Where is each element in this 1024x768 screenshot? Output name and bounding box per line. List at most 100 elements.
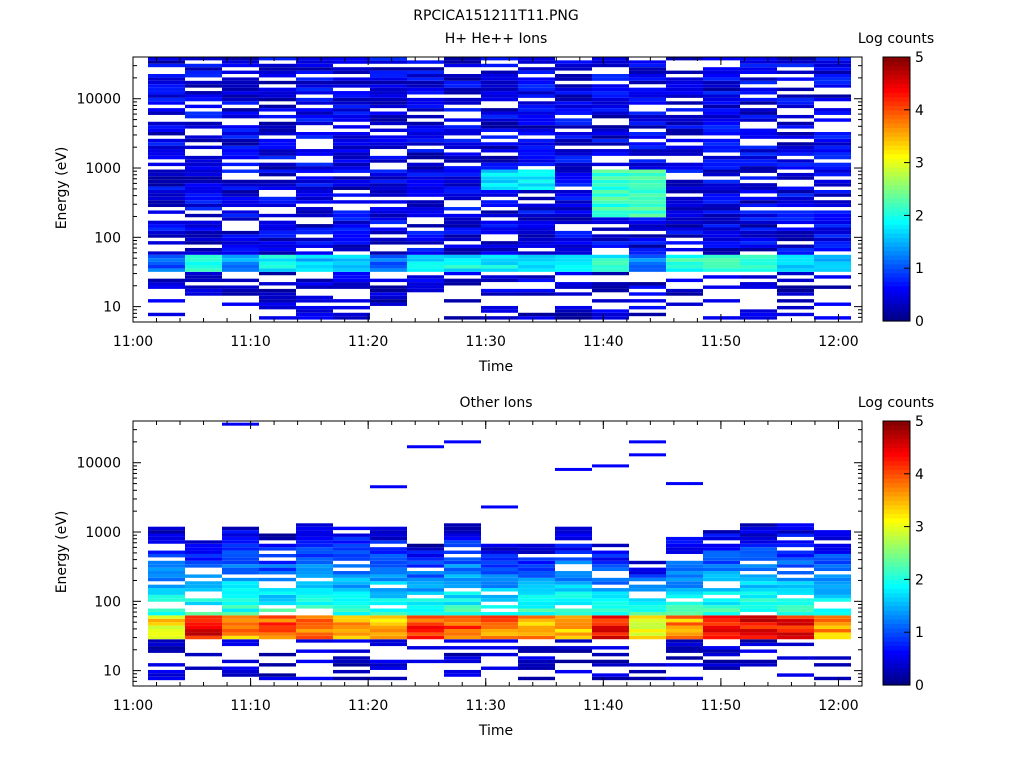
heatmap-cell (777, 189, 814, 194)
heatmap-cell (481, 622, 518, 626)
heatmap-cell (407, 108, 444, 112)
heatmap-cell (222, 588, 259, 592)
heatmap-cell (444, 574, 481, 578)
colorbar-segment (883, 504, 910, 510)
heatmap-cell (518, 60, 555, 64)
heatmap-cell (666, 131, 703, 136)
heatmap-cell (740, 540, 777, 544)
heatmap-cell (370, 302, 407, 306)
heatmap-cell (518, 186, 555, 190)
heatmap-cell (407, 234, 444, 238)
heatmap-cell (296, 91, 333, 95)
heatmap-cell (148, 138, 185, 143)
heatmap-cell (703, 553, 740, 558)
heatmap-cell (148, 663, 185, 667)
heatmap-cell (629, 282, 666, 286)
colorbar-segment (883, 193, 910, 199)
heatmap-cell (185, 261, 222, 266)
heatmap-cell (740, 268, 777, 272)
heatmap-cell (481, 652, 518, 657)
heatmap-cell (148, 635, 185, 640)
heatmap-cell (259, 571, 296, 575)
heatmap-cell (185, 241, 222, 245)
heatmap-cell (444, 659, 481, 664)
heatmap-cell (185, 265, 222, 269)
heatmap-cell (629, 166, 666, 170)
heatmap-cell (740, 166, 777, 170)
heatmap-cell (518, 207, 555, 211)
heatmap-cell (777, 261, 814, 266)
colorbar-segment (883, 79, 910, 84)
heatmap-cell (444, 594, 481, 599)
heatmap-cell (185, 207, 222, 211)
colorbar-segment (883, 425, 910, 431)
heatmap-cell (555, 87, 592, 92)
heatmap-cell (629, 169, 666, 173)
heatmap-cell (444, 77, 481, 81)
heatmap-cell (222, 615, 259, 619)
heatmap-cell (259, 70, 296, 75)
heatmap-cell (666, 611, 703, 616)
heatmap-cell (222, 265, 259, 269)
heatmap-cell (481, 275, 518, 279)
colorbar-segment (883, 303, 910, 309)
heatmap-cell (407, 577, 444, 582)
heatmap-cell (814, 230, 851, 235)
heatmap-cell (407, 84, 444, 88)
heatmap-cell (703, 125, 740, 129)
heatmap-cell (814, 142, 851, 146)
heatmap-cell (703, 608, 740, 612)
heatmap-cell (481, 80, 518, 85)
heatmap-cell (703, 601, 740, 606)
heatmap-cell (814, 131, 851, 136)
heatmap-cell (296, 176, 333, 180)
heatmap-cell (333, 220, 370, 225)
heatmap-cell (259, 80, 296, 85)
heatmap-cell (777, 244, 814, 248)
heatmap-cell (629, 179, 666, 184)
panel2-ylabel: Energy (eV) (54, 511, 70, 594)
heatmap-cell (703, 241, 740, 245)
heatmap-cell (444, 217, 481, 221)
heatmap-cell (518, 169, 555, 173)
heatmap-cell (444, 186, 481, 190)
heatmap-cell (555, 618, 592, 623)
heatmap-cell (666, 591, 703, 595)
heatmap-cell (481, 169, 518, 173)
heatmap-cell (407, 125, 444, 129)
heatmap-cell (703, 74, 740, 78)
heatmap-cell (148, 121, 185, 126)
heatmap-cell (555, 533, 592, 537)
heatmap-cell (407, 183, 444, 187)
heatmap-cell (444, 84, 481, 88)
heatmap-cell (222, 288, 259, 293)
heatmap-cell (481, 577, 518, 582)
heatmap-cell (407, 87, 444, 92)
heatmap-cell (407, 210, 444, 214)
heatmap-cell (222, 302, 259, 306)
heatmap-cell (555, 111, 592, 115)
heatmap-cell (333, 176, 370, 180)
heatmap-cell (703, 189, 740, 194)
heatmap-cell (148, 312, 185, 317)
heatmap-cell (555, 203, 592, 208)
heatmap-cell (148, 183, 185, 187)
plot-frame (132, 420, 863, 687)
heatmap-cell (407, 114, 444, 119)
heatmap-cell (407, 615, 444, 619)
heatmap-cell (185, 543, 222, 548)
heatmap-cell (666, 622, 703, 626)
heatmap-cell (666, 584, 703, 589)
heatmap-cell (222, 278, 259, 283)
heatmap-cell (333, 536, 370, 541)
heatmap-cell (481, 172, 518, 177)
heatmap-cell (592, 196, 629, 201)
heatmap-cell (777, 213, 814, 218)
heatmap-cell (148, 176, 185, 180)
heatmap-cell (555, 615, 592, 619)
colorbar-tick-label: 1 (915, 261, 924, 277)
heatmap-cell (666, 618, 703, 623)
heatmap-cell (333, 557, 370, 561)
heatmap-cell (185, 292, 222, 296)
heatmap-cell (333, 70, 370, 75)
